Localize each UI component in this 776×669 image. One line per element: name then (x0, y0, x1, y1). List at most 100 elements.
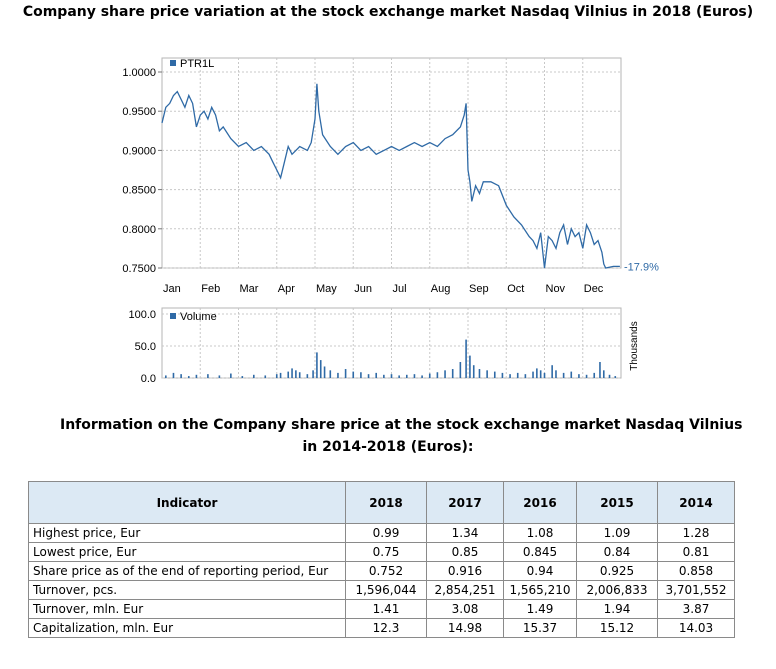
volume-y-tick-label: 50.0 (135, 341, 156, 353)
x-tick-label: Dec (584, 283, 604, 295)
volume-bar (298, 372, 301, 378)
volume-bar (465, 339, 467, 378)
volume-bar (291, 368, 293, 378)
x-tick-label: Mar (240, 283, 259, 295)
x-tick-label: Feb (201, 283, 220, 295)
table-cell: 0.84 (576, 542, 658, 562)
volume-bar (241, 376, 244, 378)
table-cell: 1.34 (426, 523, 504, 543)
volume-bar (614, 376, 617, 378)
table-cell: 0.81 (657, 542, 735, 562)
table-cell: 14.98 (426, 618, 504, 638)
volume-bar (312, 370, 314, 378)
volume-bar (421, 375, 423, 378)
table-cell: 1.28 (657, 523, 735, 543)
volume-bar (390, 374, 393, 378)
volume-bar (344, 369, 347, 378)
volume-y-tick-label: 100.0 (128, 309, 156, 321)
table-cell: 2,006,833 (576, 580, 658, 600)
volume-bar (532, 371, 534, 378)
volume-bar (551, 365, 553, 378)
volume-bar (306, 374, 309, 378)
volume-bar (562, 372, 565, 378)
table-cell: 1.08 (503, 523, 577, 543)
table-cell: 0.94 (503, 561, 577, 581)
table-cell: 3,701,552 (657, 580, 735, 600)
volume-bar (279, 372, 282, 378)
price-series-line (161, 83, 620, 269)
table-cell: 2,854,251 (426, 580, 504, 600)
table-row: Capitalization, mln. Eur 12.3 14.98 15.3… (28, 618, 735, 638)
table-cell: Capitalization, mln. Eur (28, 618, 346, 638)
volume-bar (478, 369, 481, 378)
table-cell: Share price as of the end of reporting p… (28, 561, 346, 581)
table-row: Share price as of the end of reporting p… (28, 561, 735, 581)
volume-bar (486, 370, 488, 378)
volume-bar (230, 373, 232, 378)
volume-bar (509, 374, 511, 378)
table-cell: 14.03 (657, 618, 735, 638)
volume-bar (264, 375, 267, 378)
volume-bar (539, 370, 542, 378)
volume-bar (287, 371, 290, 378)
header-indicator: Indicator (28, 481, 346, 524)
volume-bar (375, 372, 377, 378)
volume-bar (585, 374, 588, 378)
volume-bar (469, 355, 471, 378)
volume-bar (352, 371, 355, 378)
table-cell: 3.08 (426, 599, 504, 619)
table-cell: 1,596,044 (345, 580, 427, 600)
share-price-table: Indicator 2018 2017 2016 2015 2014 Highe… (28, 481, 735, 638)
volume-bar (367, 374, 370, 378)
price-y-tick-label: 0.9000 (122, 145, 156, 157)
volume-bar (602, 370, 605, 378)
price-y-tick-label: 0.9500 (122, 106, 156, 118)
price-end-label: -17.9% (624, 261, 659, 273)
table-cell: Highest price, Eur (28, 523, 346, 543)
volume-bar (536, 368, 538, 378)
volume-bar (207, 374, 209, 378)
volume-bar (165, 375, 167, 378)
table-cell: 3.87 (657, 599, 735, 619)
table-cell: 0.752 (345, 561, 427, 581)
volume-bar (195, 374, 198, 378)
volume-bar (599, 362, 601, 378)
header-2014: 2014 (657, 481, 735, 524)
table-row: Turnover, mln. Eur 1.41 3.08 1.49 1.94 3… (28, 599, 735, 619)
table-cell: 0.916 (426, 561, 504, 581)
header-2018: 2018 (345, 481, 427, 524)
table-cell: 1.41 (345, 599, 427, 619)
table-cell: 12.3 (345, 618, 427, 638)
x-tick-label: Jan (163, 283, 181, 295)
volume-bar (180, 374, 182, 378)
table-cell: 15.12 (576, 618, 658, 638)
volume-bar (516, 372, 519, 378)
volume-bar (493, 371, 496, 378)
table-cell: 0.858 (657, 561, 735, 581)
x-tick-label: Jul (393, 283, 407, 295)
header-2017: 2017 (426, 481, 504, 524)
table-cell: 1.49 (503, 599, 577, 619)
volume-plot-area (161, 307, 622, 379)
table-cell: 1,565,210 (503, 580, 577, 600)
table-cell: 1.09 (576, 523, 658, 543)
info-title-line2: in 2014-2018 (Euros): (302, 439, 474, 455)
table-cell: 0.99 (345, 523, 427, 543)
volume-bar (187, 376, 190, 378)
table-cell: Lowest price, Eur (28, 542, 346, 562)
table-header-row: Indicator 2018 2017 2016 2015 2014 (28, 481, 735, 524)
header-2016: 2016 (503, 481, 577, 524)
table-cell: 0.925 (576, 561, 658, 581)
volume-right-axis-label: Thousands (629, 321, 640, 370)
price-y-tick-label: 0.8500 (122, 185, 156, 197)
table-cell: 15.37 (503, 618, 577, 638)
volume-bar (329, 370, 332, 378)
price-y-tick-label: 0.7500 (122, 263, 156, 275)
chart-title: Company share price variation at the sto… (22, 4, 754, 20)
volume-bar (436, 372, 439, 378)
volume-bar (608, 374, 611, 378)
volume-bar (524, 374, 527, 378)
price-legend-swatch (170, 60, 176, 66)
volume-bar (444, 370, 446, 378)
table-cell: 1.94 (576, 599, 658, 619)
